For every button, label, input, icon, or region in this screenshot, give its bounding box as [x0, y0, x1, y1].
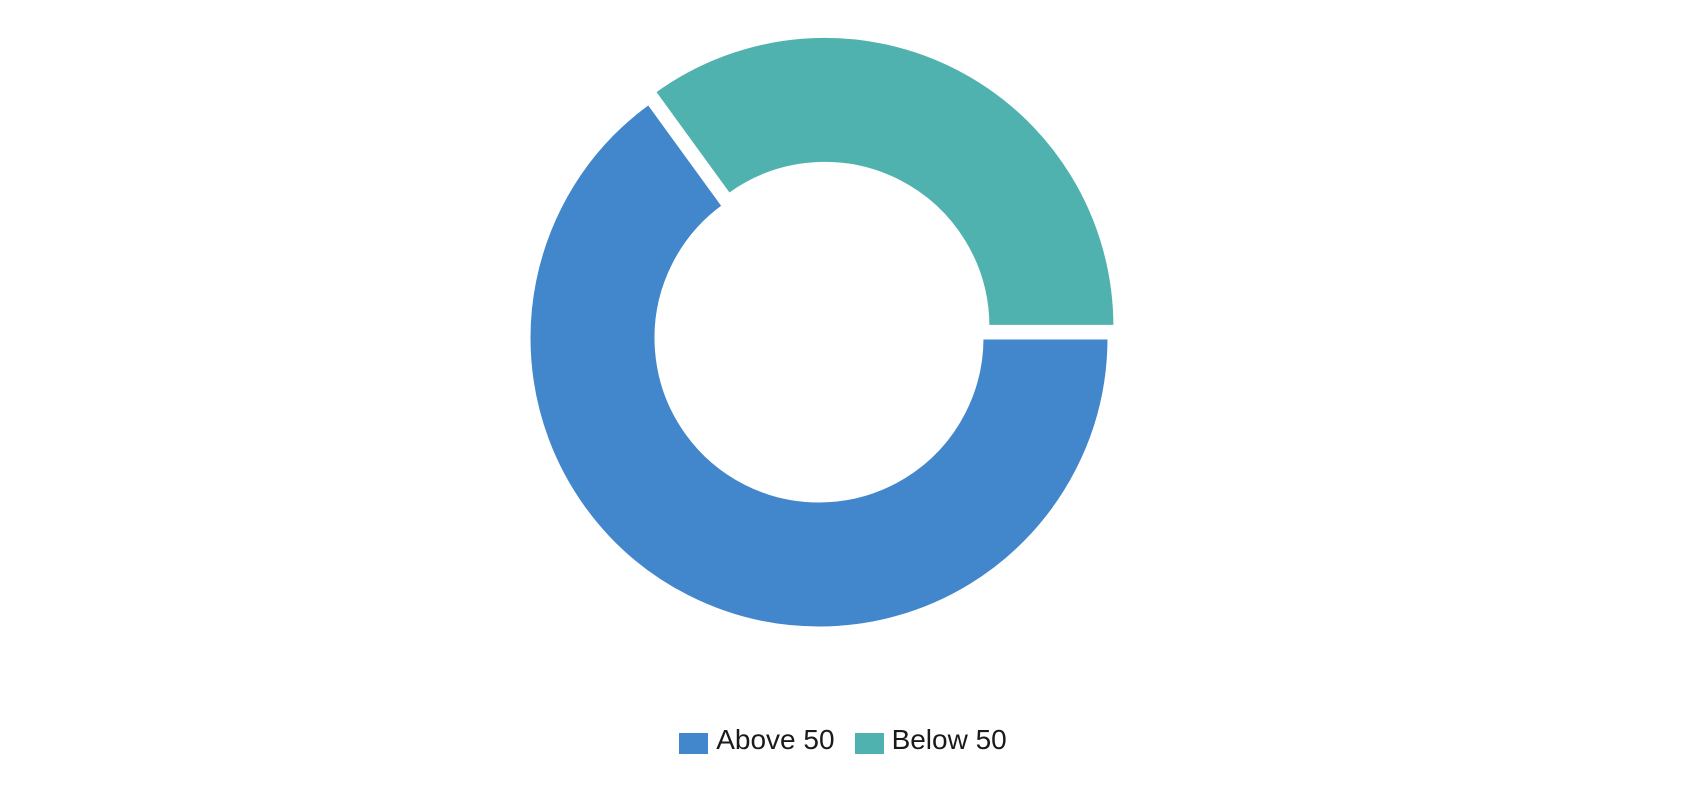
legend-label-below-50: Below 50: [891, 724, 1007, 755]
legend-item-above-50[interactable]: Above 50: [679, 724, 835, 755]
legend-swatch-above-50: [679, 732, 709, 754]
donut-slices: [527, 34, 1117, 630]
legend-label-above-50: Above 50: [716, 724, 835, 755]
chart-legend: Above 50 Below 50: [0, 722, 1686, 758]
legend-swatch-below-50: [854, 732, 884, 754]
slice-below-50[interactable]: [652, 34, 1117, 328]
slice-above-50[interactable]: [527, 101, 1111, 630]
legend-item-below-50[interactable]: Below 50: [854, 724, 1007, 755]
